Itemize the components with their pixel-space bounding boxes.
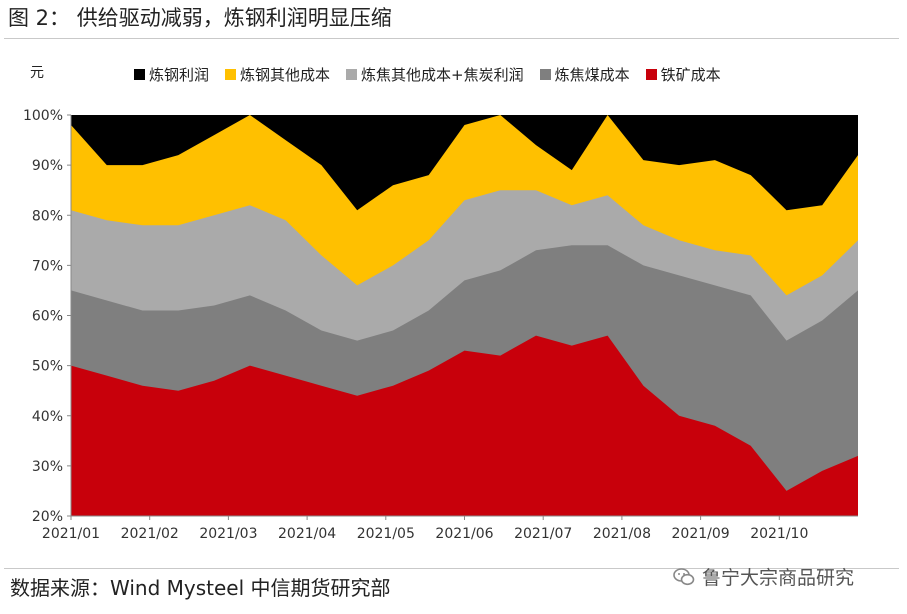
legend-item-coking-other-cost: 炼焦其他成本+焦炭利润 <box>346 64 524 85</box>
y-tick-label: 90% <box>32 158 63 174</box>
x-tick-label: 2021/05 <box>357 526 415 542</box>
x-tick-label: 2021/02 <box>121 526 179 542</box>
legend-swatch-iron-ore-cost <box>645 69 657 80</box>
source-divider <box>4 568 899 569</box>
legend-label-steel-other-cost: 炼钢其他成本 <box>240 66 331 84</box>
legend-label-coking-coal-cost: 炼焦煤成本 <box>554 66 630 84</box>
x-tick-label: 2021/09 <box>672 526 730 542</box>
y-tick-label: 60% <box>32 309 63 325</box>
chart-legend: 炼钢利润 炼钢其他成本 炼焦其他成本+焦炭利润 炼焦煤成本 铁矿成本 <box>134 64 721 85</box>
y-tick-label: 80% <box>32 208 63 224</box>
legend-item-coking-coal-cost: 炼焦煤成本 <box>539 64 630 85</box>
y-tick-label: 40% <box>32 409 63 425</box>
wechat-icon <box>673 567 695 585</box>
legend-swatch-coking-coal-cost <box>539 69 551 80</box>
legend-swatch-steel-profit <box>134 69 145 80</box>
legend-label-iron-ore-cost: 铁矿成本 <box>660 66 721 84</box>
x-tick-label: 2021/06 <box>435 526 493 542</box>
x-tick-label: 2021/04 <box>278 526 336 542</box>
source-note: 数据来源：Wind Mysteel 中信期货研究部 <box>10 576 391 600</box>
x-tick-label: 2021/03 <box>199 526 257 542</box>
legend-item-steel-profit: 炼钢利润 <box>134 64 209 85</box>
y-tick-label: 100% <box>23 108 63 124</box>
legend-swatch-steel-other-cost <box>225 69 237 80</box>
y-tick-label: 50% <box>32 359 63 375</box>
area-series-c8000b <box>71 335 858 516</box>
watermark: 鲁宁大宗商品研究 <box>672 563 854 590</box>
figure-title: 图 2： 供给驱动减弱，炼钢利润明显压缩 <box>8 6 392 30</box>
x-tick-label: 2021/01 <box>42 526 100 542</box>
y-tick-label: 20% <box>32 509 63 525</box>
x-tick-label: 2021/07 <box>514 526 572 542</box>
watermark-text: 鲁宁大宗商品研究 <box>702 567 855 589</box>
y-tick-label: 70% <box>32 258 63 274</box>
legend-label-steel-profit: 炼钢利润 <box>149 66 210 84</box>
title-divider <box>4 38 899 39</box>
legend-label-coking-other-cost: 炼焦其他成本+焦炭利润 <box>361 66 524 84</box>
x-tick-label: 2021/08 <box>593 526 651 542</box>
y-tick-label: 30% <box>32 459 63 475</box>
legend-item-steel-other-cost: 炼钢其他成本 <box>225 64 330 85</box>
y-axis-unit: 元 <box>30 65 44 81</box>
legend-item-iron-ore-cost: 铁矿成本 <box>645 64 721 85</box>
legend-swatch-coking-other-cost <box>346 69 358 80</box>
x-tick-label: 2021/10 <box>750 526 808 542</box>
